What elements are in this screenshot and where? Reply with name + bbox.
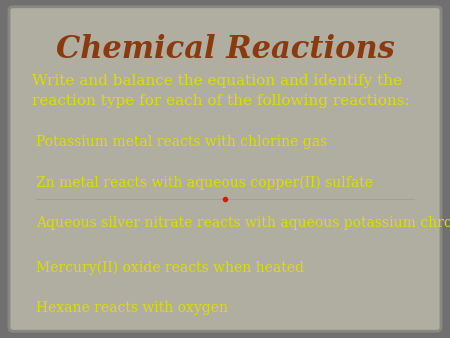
Text: Chemical Reactions: Chemical Reactions xyxy=(56,34,394,65)
Text: Potassium metal reacts with chlorine gas: Potassium metal reacts with chlorine gas xyxy=(36,135,327,149)
Text: Aqueous silver nitrate reacts with aqueous potassium chromate: Aqueous silver nitrate reacts with aqueo… xyxy=(36,216,450,230)
Text: Mercury(II) oxide reacts when heated: Mercury(II) oxide reacts when heated xyxy=(36,260,304,275)
Text: Hexane reacts with oxygen: Hexane reacts with oxygen xyxy=(36,301,228,315)
Text: Write and balance the equation and identify the
reaction type for each of the fo: Write and balance the equation and ident… xyxy=(32,74,409,108)
Text: Zn metal reacts with aqueous copper(II) sulfate: Zn metal reacts with aqueous copper(II) … xyxy=(36,176,373,190)
